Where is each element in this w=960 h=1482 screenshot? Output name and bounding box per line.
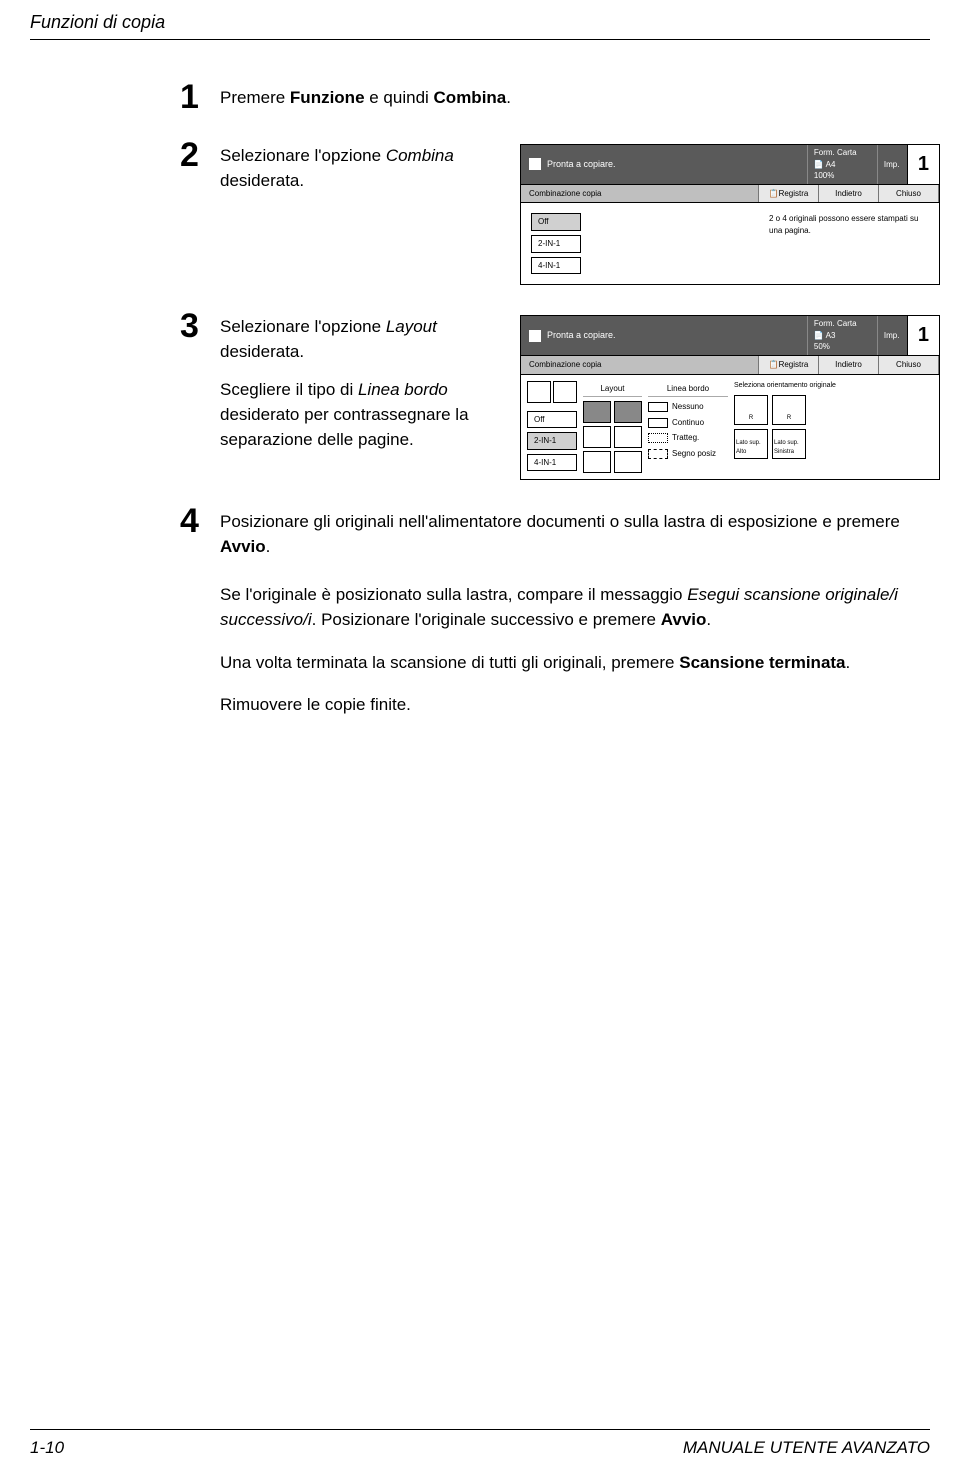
opt-4in1[interactable]: 4-IN-1 xyxy=(527,454,577,472)
layout-opt[interactable] xyxy=(614,401,642,423)
panel-count: 1 xyxy=(907,316,939,355)
step-number: 2 xyxy=(180,138,220,172)
tab-registra[interactable]: 📋Registra xyxy=(759,185,819,203)
linea-continuo[interactable]: Continuo xyxy=(648,417,728,429)
panel-count: 1 xyxy=(907,145,939,184)
section-header: Funzioni di copia xyxy=(0,0,960,39)
opt-2in1[interactable]: 2-IN-1 xyxy=(531,235,581,253)
step-text: Premere Funzione e quindi Combina. xyxy=(220,80,920,111)
content: 1 Premere Funzione e quindi Combina. 2 S… xyxy=(0,80,960,718)
para-scan-next: Se l'originale è posizionato sulla lastr… xyxy=(220,583,920,632)
tab-registra[interactable]: 📋Registra xyxy=(759,356,819,374)
panel-imp: Imp. xyxy=(877,316,907,355)
panel-icon xyxy=(529,158,541,170)
panel-tabs: Combinazione copia 📋Registra Indietro Ch… xyxy=(521,356,939,375)
panel-imp: Imp. xyxy=(877,145,907,184)
panel-title-text: Pronta a copiare. xyxy=(547,158,616,171)
panel-tabs: Combinazione copia 📋Registra Indietro Ch… xyxy=(521,185,939,204)
footer-rule xyxy=(30,1429,930,1430)
book-title: MANUALE UTENTE AVANZATO xyxy=(683,1438,930,1458)
step-3: 3 Selezionare l'opzione Layout desiderat… xyxy=(180,309,920,480)
linea-bordo-column: Linea bordo Nessuno Continuo Tratteg. Se… xyxy=(648,381,728,474)
screen-panel-2: Pronta a copiare. Form. Carta 📄 A3 50% I… xyxy=(520,315,940,480)
step-number: 3 xyxy=(180,309,220,343)
screen-panel-1: Pronta a copiare. Form. Carta 📄 A4 100% … xyxy=(520,144,940,285)
panel-title: Pronta a copiare. xyxy=(521,145,807,184)
panel-meta: Form. Carta 📄 A3 50% xyxy=(807,316,877,355)
linea-tratteg[interactable]: Tratteg. xyxy=(648,432,728,444)
para-remove: Rimuovere le copie finite. xyxy=(220,693,920,718)
panel-note: 2 o 4 originali possono essere stampati … xyxy=(769,213,929,274)
step-number: 4 xyxy=(180,504,220,538)
step-text-2: Scegliere il tipo di Linea bordo desider… xyxy=(220,378,500,452)
orient-header: Seleziona orientamento originale xyxy=(734,381,933,391)
linea-segno[interactable]: Segno posiz xyxy=(648,448,728,460)
layout-opt[interactable] xyxy=(583,451,611,473)
tab-indietro[interactable]: Indietro xyxy=(819,185,879,203)
continuation-text: Se l'originale è posizionato sulla lastr… xyxy=(220,583,920,718)
step-text: Selezionare l'opzione Combina desiderata… xyxy=(220,144,500,193)
opt-off[interactable]: Off xyxy=(527,411,577,429)
opt-off[interactable]: Off xyxy=(531,213,581,231)
opt-4in1[interactable]: 4-IN-1 xyxy=(531,257,581,275)
layout-header: Layout xyxy=(583,381,642,398)
orient-opt[interactable]: R xyxy=(772,395,806,425)
section-title: Funzioni di copia xyxy=(30,12,165,32)
tab-main[interactable]: Combinazione copia xyxy=(521,356,759,374)
panel-icon xyxy=(529,330,541,342)
linea-header: Linea bordo xyxy=(648,381,728,398)
orient-opt[interactable]: R xyxy=(734,395,768,425)
linea-nessuno[interactable]: Nessuno xyxy=(648,401,728,413)
panel-title-text: Pronta a copiare. xyxy=(547,329,616,342)
preview-icon xyxy=(553,381,577,403)
page-number: 1-10 xyxy=(30,1438,64,1458)
layout-column: Layout xyxy=(583,381,642,474)
header-rule xyxy=(30,39,930,40)
preview-icon xyxy=(527,381,551,403)
panel-meta: Form. Carta 📄 A4 100% xyxy=(807,145,877,184)
tab-chiuso[interactable]: Chiuso xyxy=(879,185,939,203)
step-text: Selezionare l'opzione Layout desiderata. xyxy=(220,315,500,364)
step-text: Posizionare gli originali nell'alimentat… xyxy=(220,504,920,559)
page-footer: 1-10 MANUALE UTENTE AVANZATO xyxy=(30,1429,930,1458)
orient-alto[interactable]: Lato sup. Alto xyxy=(734,429,768,459)
step-2: 2 Selezionare l'opzione Combina desidera… xyxy=(180,138,920,285)
layout-opt[interactable] xyxy=(614,451,642,473)
panel-title: Pronta a copiare. xyxy=(521,316,807,355)
step-1: 1 Premere Funzione e quindi Combina. xyxy=(180,80,920,114)
opt-2in1[interactable]: 2-IN-1 xyxy=(527,432,577,450)
para-scan-done: Una volta terminata la scansione di tutt… xyxy=(220,651,920,676)
tab-chiuso[interactable]: Chiuso xyxy=(879,356,939,374)
tab-main[interactable]: Combinazione copia xyxy=(521,185,759,203)
step-4: 4 Posizionare gli originali nell'aliment… xyxy=(180,504,920,559)
step-number: 1 xyxy=(180,80,220,114)
layout-opt[interactable] xyxy=(583,401,611,423)
combine-options: Off 2-IN-1 4-IN-1 xyxy=(527,381,577,474)
tab-indietro[interactable]: Indietro xyxy=(819,356,879,374)
combine-options: Off 2-IN-1 4-IN-1 xyxy=(531,213,581,274)
orientation-column: Seleziona orientamento originale R R Lat… xyxy=(734,381,933,474)
orient-sinistra[interactable]: Lato sup. Sinistra xyxy=(772,429,806,459)
layout-opt[interactable] xyxy=(614,426,642,448)
layout-opt[interactable] xyxy=(583,426,611,448)
